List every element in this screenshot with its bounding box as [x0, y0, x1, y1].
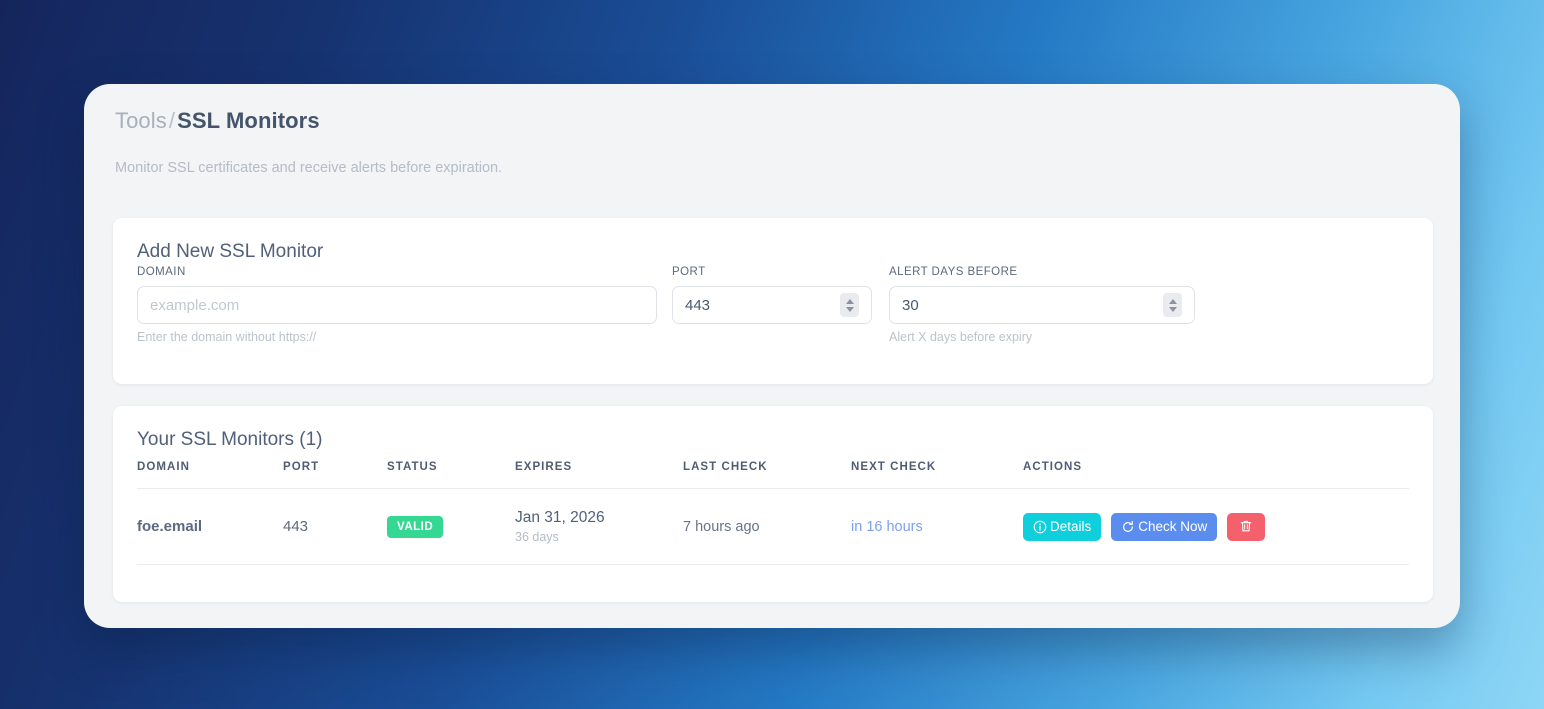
cell-last-check: 7 hours ago	[683, 488, 851, 565]
next-check-value: in 16 hours	[851, 519, 923, 535]
monitors-card: Your SSL Monitors (1) DOMAIN PORT STATUS…	[113, 406, 1433, 602]
refresh-icon	[1121, 520, 1135, 534]
domain-label: DOMAIN	[137, 266, 186, 278]
expires-remaining: 36 days	[515, 530, 559, 544]
port-stepper[interactable]	[840, 293, 859, 317]
chevron-up-icon[interactable]	[845, 298, 854, 304]
column-header-domain: DOMAIN	[137, 461, 283, 489]
details-button-label: Details	[1050, 519, 1092, 534]
info-circle-icon	[1033, 520, 1047, 534]
status-badge: VALID	[387, 515, 444, 538]
cell-domain: foe.email	[137, 488, 283, 565]
cell-status: VALID	[387, 488, 515, 565]
last-check-value: 7 hours ago	[683, 519, 760, 535]
column-header-expires: EXPIRES	[515, 461, 683, 489]
check-now-button-label: Check Now	[1138, 519, 1208, 534]
alert-days-input[interactable]	[889, 286, 1195, 324]
cell-expires: Jan 31, 2026 36 days	[515, 488, 683, 565]
breadcrumb: Tools/SSL Monitors	[115, 108, 320, 134]
cell-next-check: in 16 hours	[851, 488, 1023, 565]
column-header-port: PORT	[283, 461, 387, 489]
domain-hint: Enter the domain without https://	[137, 330, 317, 344]
breadcrumb-root[interactable]: Tools	[115, 108, 167, 133]
page-subtitle: Monitor SSL certificates and receive ale…	[115, 160, 503, 176]
breadcrumb-separator: /	[168, 108, 176, 133]
port-input[interactable]	[672, 286, 872, 324]
column-header-last-check: LAST CHECK	[683, 461, 851, 489]
page-title: SSL Monitors	[177, 108, 320, 133]
chevron-up-icon[interactable]	[1168, 298, 1177, 304]
check-now-button[interactable]: Check Now	[1111, 512, 1218, 541]
column-header-next-check: NEXT CHECK	[851, 461, 1023, 489]
trash-icon	[1239, 519, 1253, 534]
app-panel: Tools/SSL Monitors Monitor SSL certifica…	[84, 84, 1460, 628]
delete-monitor-button[interactable]	[1227, 512, 1266, 541]
row-actions: Details Check Now	[1023, 512, 1409, 541]
add-monitor-card: Add New SSL Monitor DOMAIN Enter the dom…	[113, 218, 1433, 449]
column-header-status: STATUS	[387, 461, 515, 489]
cell-actions: Details Check Now	[1023, 488, 1409, 565]
monitors-table: DOMAIN PORT STATUS EXPIRES LAST CHECK NE…	[137, 461, 1409, 565]
alert-days-stepper[interactable]	[1163, 293, 1182, 317]
alert-days-label: ALERT DAYS BEFORE	[889, 266, 1018, 278]
monitors-title: Your SSL Monitors (1)	[137, 429, 323, 450]
table-row: foe.email 443 VALID Jan 31, 2026 36 days…	[137, 488, 1409, 565]
domain-input[interactable]	[137, 286, 657, 324]
alert-days-hint: Alert X days before expiry	[889, 330, 1033, 344]
chevron-down-icon[interactable]	[1168, 306, 1177, 312]
table-header-row: DOMAIN PORT STATUS EXPIRES LAST CHECK NE…	[137, 461, 1409, 489]
chevron-down-icon[interactable]	[845, 306, 854, 312]
column-header-actions: ACTIONS	[1023, 461, 1409, 489]
table-body: foe.email 443 VALID Jan 31, 2026 36 days…	[137, 488, 1409, 565]
add-monitor-title: Add New SSL Monitor	[137, 241, 324, 262]
table-header: DOMAIN PORT STATUS EXPIRES LAST CHECK NE…	[137, 461, 1409, 489]
port-label: PORT	[672, 266, 706, 278]
cell-port: 443	[283, 488, 387, 565]
expires-date: Jan 31, 2026	[515, 509, 605, 526]
details-button[interactable]: Details	[1023, 512, 1102, 541]
